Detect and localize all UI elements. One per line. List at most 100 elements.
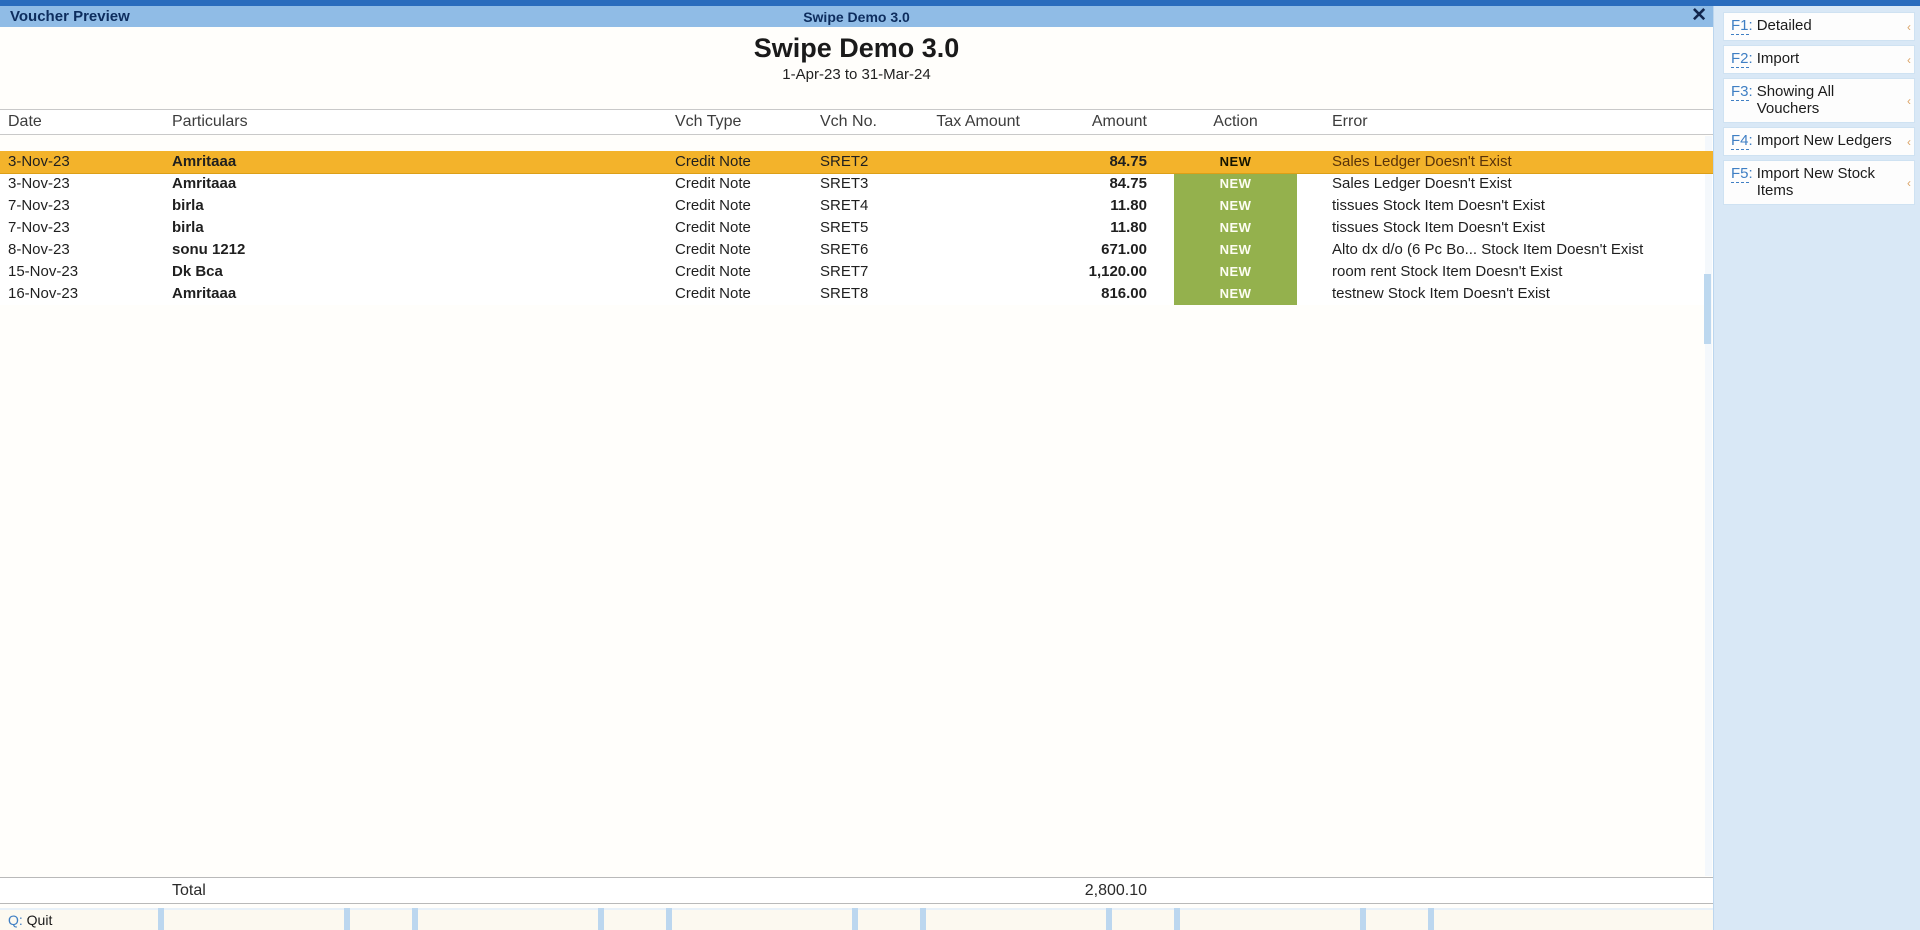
sidebar-button-f5[interactable]: F5 : Import New Stock Items ‹ (1723, 160, 1915, 205)
chevron-left-icon: ‹ (1907, 19, 1911, 34)
quit-key-label: Q: (8, 912, 27, 928)
cell-tax-amount (927, 173, 1020, 195)
column-header-date: Date (8, 113, 42, 130)
total-row: Total 2,800.10 (0, 877, 1713, 904)
cell-amount: 84.75 (1109, 175, 1147, 192)
action-badge: NEW (1174, 283, 1297, 305)
column-header-action: Action (1213, 113, 1258, 130)
bottombar-segment (858, 908, 920, 930)
function-key-label: F5 (1731, 165, 1749, 183)
cell-action: NEW (1147, 239, 1324, 261)
table-row[interactable]: 7-Nov-23 birla Credit Note SRET4 11.80 N… (0, 195, 1713, 217)
cell-vch-no: SRET4 (820, 197, 869, 214)
function-label: Import New Ledgers (1756, 132, 1892, 149)
action-badge: NEW (1174, 239, 1297, 261)
chevron-left-icon: ‹ (1907, 93, 1911, 108)
cell-vch-no: SRET3 (820, 175, 869, 192)
cell-error: testnew Stock Item Doesn't Exist (1332, 285, 1550, 302)
close-icon[interactable]: ✕ (1691, 5, 1707, 26)
cell-tax-amount (927, 261, 1020, 283)
bottombar-segment (1180, 908, 1360, 930)
sidebar-button-f2[interactable]: F2 : Import ‹ (1723, 45, 1915, 74)
cell-particulars: Amritaaa (172, 285, 237, 302)
cell-amount: 11.80 (1110, 197, 1147, 214)
table-row[interactable]: 16-Nov-23 Amritaaa Credit Note SRET8 816… (0, 283, 1713, 305)
table-row[interactable]: 8-Nov-23 sonu 1212 Credit Note SRET6 671… (0, 239, 1713, 261)
bottombar-segment (350, 908, 412, 930)
chevron-left-icon: ‹ (1907, 52, 1911, 67)
cell-action: NEW (1147, 195, 1324, 217)
cell-vch-type: Credit Note (675, 219, 751, 236)
table-row[interactable]: 7-Nov-23 birla Credit Note SRET5 11.80 N… (0, 217, 1713, 239)
scrollbar-thumb[interactable] (1704, 274, 1711, 344)
table-row[interactable]: 15-Nov-23 Dk Bca Credit Note SRET7 1,120… (0, 261, 1713, 283)
title-bar: Voucher Preview Swipe Demo 3.0 ✕ (0, 5, 1713, 27)
column-header-tax-amount: Tax Amount (936, 113, 1020, 130)
cell-error: tissues Stock Item Doesn't Exist (1332, 197, 1545, 214)
function-label: Detailed (1756, 17, 1812, 34)
action-badge: NEW (1174, 173, 1297, 195)
bottombar-segment (164, 908, 344, 930)
sidebar-button-f4[interactable]: F4 : Import New Ledgers ‹ (1723, 127, 1915, 156)
cell-particulars: Amritaaa (172, 175, 237, 192)
cell-particulars: Dk Bca (172, 263, 223, 280)
bottombar-segment (926, 908, 1106, 930)
column-header-vch-type: Vch Type (675, 113, 742, 130)
cell-error: tissues Stock Item Doesn't Exist (1332, 219, 1545, 236)
cell-date: 3-Nov-23 (8, 153, 70, 170)
total-amount: 2,800.10 (1084, 881, 1147, 899)
colon-separator: : (1748, 17, 1753, 34)
cell-date: 7-Nov-23 (8, 197, 70, 214)
cell-vch-no: SRET6 (820, 241, 869, 258)
cell-amount: 11.80 (1110, 219, 1147, 236)
cell-vch-type: Credit Note (675, 197, 751, 214)
table-header-row: Date Particulars Vch Type Vch No. Tax Am… (0, 109, 1713, 135)
function-key-label: F1 (1731, 17, 1749, 35)
scrollbar-track[interactable] (1704, 136, 1712, 876)
cell-vch-type: Credit Note (675, 241, 751, 258)
total-label: Total (172, 881, 206, 899)
cell-particulars: sonu 1212 (172, 241, 246, 258)
column-header-amount: Amount (1091, 113, 1147, 130)
cell-vch-no: SRET5 (820, 219, 869, 236)
table-row[interactable]: 3-Nov-23 Amritaaa Credit Note SRET2 84.7… (0, 151, 1713, 173)
cell-amount: 1,120.00 (1088, 263, 1147, 280)
column-header-particulars: Particulars (172, 113, 248, 130)
cell-tax-amount (927, 283, 1020, 305)
function-key-label: F3 (1731, 83, 1749, 101)
cell-vch-type: Credit Note (675, 285, 751, 302)
voucher-preview-window: Voucher Preview Swipe Demo 3.0 ✕ Swipe D… (0, 5, 1713, 930)
cell-error: Alto dx d/o (6 Pc Bo... Stock Item Doesn… (1332, 241, 1644, 258)
window-title: Voucher Preview (10, 8, 130, 25)
action-badge: NEW (1219, 154, 1252, 169)
cell-date: 3-Nov-23 (8, 175, 70, 192)
function-key-sidebar: F1 : Detailed ‹ F2 : Import ‹ F3 : Showi… (1713, 6, 1920, 930)
quit-button[interactable]: Q: Quit (0, 908, 158, 930)
cell-action: NEW (1147, 173, 1324, 195)
bottombar-segment (604, 908, 666, 930)
window-top-strip (0, 0, 1920, 6)
bottombar-segment (672, 908, 852, 930)
colon-separator: : (1748, 83, 1753, 100)
function-label: Import (1756, 50, 1800, 67)
cell-vch-no: SRET7 (820, 263, 869, 280)
function-label: Showing All Vouchers (1756, 83, 1835, 117)
sidebar-button-f3[interactable]: F3 : Showing All Vouchers ‹ (1723, 78, 1915, 123)
sidebar-button-f1[interactable]: F1 : Detailed ‹ (1723, 12, 1915, 41)
bottombar-segment (1366, 908, 1428, 930)
table-rows: 3-Nov-23 Amritaaa Credit Note SRET2 84.7… (0, 135, 1713, 305)
cell-amount: 671.00 (1101, 241, 1147, 258)
cell-tax-amount (927, 217, 1020, 239)
colon-separator: : (1748, 165, 1753, 182)
cell-date: 16-Nov-23 (8, 285, 79, 302)
cell-amount: 84.75 (1109, 153, 1147, 170)
chevron-left-icon: ‹ (1907, 175, 1911, 190)
cell-vch-type: Credit Note (675, 153, 751, 170)
report-period: 1-Apr-23 to 31-Mar-24 (782, 66, 931, 83)
action-badge: NEW (1174, 195, 1297, 217)
bottombar-segment (1434, 908, 1713, 930)
table-row[interactable]: 3-Nov-23 Amritaaa Credit Note SRET3 84.7… (0, 173, 1713, 195)
cell-particulars: birla (172, 219, 204, 236)
app-title: Swipe Demo 3.0 (803, 8, 910, 25)
